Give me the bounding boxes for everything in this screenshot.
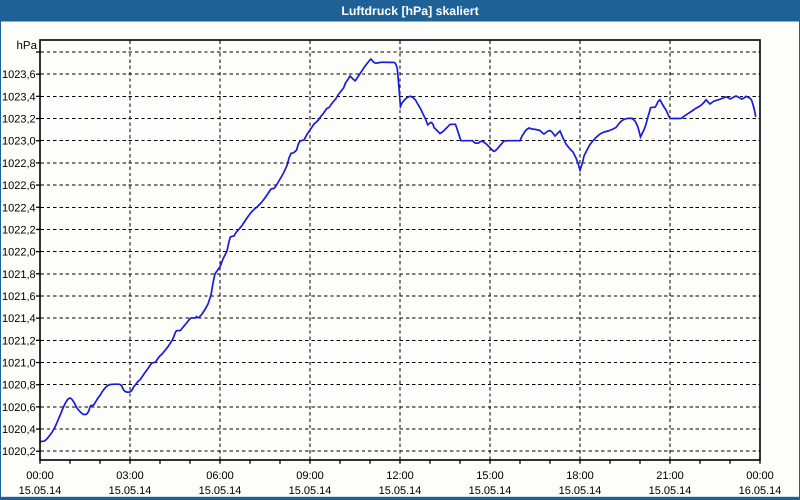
svg-text:1022,2: 1022,2 xyxy=(2,224,36,236)
svg-text:1021,8: 1021,8 xyxy=(2,269,36,281)
svg-text:18:00: 18:00 xyxy=(566,470,594,482)
svg-text:1020,4: 1020,4 xyxy=(2,424,36,436)
svg-text:1022,8: 1022,8 xyxy=(2,158,36,170)
svg-text:15.05.14: 15.05.14 xyxy=(289,485,332,497)
svg-text:1023,2: 1023,2 xyxy=(2,114,36,126)
svg-text:15.05.14: 15.05.14 xyxy=(19,485,62,497)
svg-text:1020,6: 1020,6 xyxy=(2,402,36,414)
svg-text:15:00: 15:00 xyxy=(476,470,504,482)
svg-text:hPa: hPa xyxy=(17,40,38,52)
svg-text:1023,6: 1023,6 xyxy=(2,69,36,81)
svg-text:09:00: 09:00 xyxy=(296,470,324,482)
svg-text:1021,0: 1021,0 xyxy=(2,358,36,370)
svg-text:00:00: 00:00 xyxy=(746,470,774,482)
svg-text:1023,4: 1023,4 xyxy=(2,91,36,103)
svg-text:21:00: 21:00 xyxy=(656,470,684,482)
svg-text:15.05.14: 15.05.14 xyxy=(559,485,602,497)
svg-text:06:00: 06:00 xyxy=(206,470,234,482)
svg-text:1020,2: 1020,2 xyxy=(2,446,36,458)
svg-text:1021,2: 1021,2 xyxy=(2,335,36,347)
svg-text:1023,0: 1023,0 xyxy=(2,136,36,148)
svg-text:1022,4: 1022,4 xyxy=(2,202,36,214)
svg-text:00:00: 00:00 xyxy=(26,470,54,482)
svg-text:1022,0: 1022,0 xyxy=(2,247,36,259)
svg-text:12:00: 12:00 xyxy=(386,470,414,482)
svg-text:15.05.14: 15.05.14 xyxy=(109,485,152,497)
svg-text:16.05.14: 16.05.14 xyxy=(739,485,782,497)
svg-text:15.05.14: 15.05.14 xyxy=(379,485,422,497)
svg-text:03:00: 03:00 xyxy=(116,470,144,482)
svg-text:1021,4: 1021,4 xyxy=(2,313,36,325)
svg-text:Luftdruck [hPa] skaliert: Luftdruck [hPa] skaliert xyxy=(341,4,478,18)
svg-text:15.05.14: 15.05.14 xyxy=(469,485,512,497)
svg-text:1020,8: 1020,8 xyxy=(2,380,36,392)
svg-text:1021,6: 1021,6 xyxy=(2,291,36,303)
svg-text:15.05.14: 15.05.14 xyxy=(199,485,242,497)
svg-text:15.05.14: 15.05.14 xyxy=(649,485,692,497)
svg-text:1022,6: 1022,6 xyxy=(2,180,36,192)
